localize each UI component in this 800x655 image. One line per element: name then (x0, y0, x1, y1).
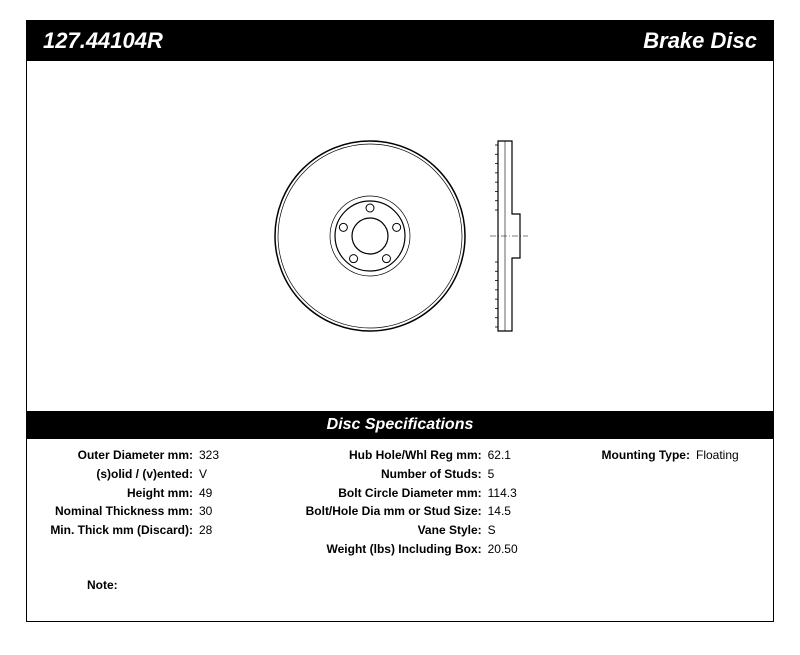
spec-value: S (486, 522, 496, 539)
spec-value: 30 (197, 503, 212, 520)
spec-value: 49 (197, 485, 212, 502)
spec-row: Vane Style:S (286, 522, 584, 539)
spec-value: 28 (197, 522, 212, 539)
spec-row: Min. Thick mm (Discard):28 (37, 522, 286, 539)
spec-label: Vane Style: (286, 522, 486, 539)
spec-row: Nominal Thickness mm:30 (37, 503, 286, 520)
disc-side-view (490, 136, 530, 336)
header-bar: 127.44104R Brake Disc (27, 21, 773, 61)
spec-row: Mounting Type:Floating (584, 447, 763, 464)
spec-label: Number of Studs: (286, 466, 486, 483)
spec-value: 323 (197, 447, 219, 464)
spec-row: Bolt/Hole Dia mm or Stud Size:14.5 (286, 503, 584, 520)
product-name: Brake Disc (643, 28, 757, 54)
spec-value: 5 (486, 466, 495, 483)
spec-value: 62.1 (486, 447, 511, 464)
spec-row: Outer Diameter mm:323 (37, 447, 286, 464)
note-row: Note: (27, 560, 773, 592)
spec-label: Outer Diameter mm: (37, 447, 197, 464)
spec-label: Mounting Type: (584, 447, 694, 464)
spec-label: (s)olid / (v)ented: (37, 466, 197, 483)
spec-row: Weight (lbs) Including Box:20.50 (286, 541, 584, 558)
spec-column-3: Mounting Type:Floating (584, 447, 763, 560)
spec-value: Floating (694, 447, 739, 464)
spec-header: Disc Specifications (27, 411, 773, 439)
spec-row: Number of Studs:5 (286, 466, 584, 483)
diagram-area (27, 61, 773, 411)
spec-row: (s)olid / (v)ented:V (37, 466, 286, 483)
spec-label: Bolt Circle Diameter mm: (286, 485, 486, 502)
spec-row: Bolt Circle Diameter mm:114.3 (286, 485, 584, 502)
spec-label: Bolt/Hole Dia mm or Stud Size: (286, 503, 486, 520)
spec-label: Hub Hole/Whl Reg mm: (286, 447, 486, 464)
note-label: Note: (87, 578, 118, 592)
spec-value: 14.5 (486, 503, 511, 520)
part-number: 127.44104R (43, 28, 163, 54)
spec-header-label: Disc Specifications (327, 416, 474, 434)
spec-label: Height mm: (37, 485, 197, 502)
spec-label: Weight (lbs) Including Box: (286, 541, 486, 558)
spec-label: Nominal Thickness mm: (37, 503, 197, 520)
spec-row: Height mm:49 (37, 485, 286, 502)
spec-column-2: Hub Hole/Whl Reg mm:62.1Number of Studs:… (286, 447, 584, 560)
spec-row: Hub Hole/Whl Reg mm:62.1 (286, 447, 584, 464)
spec-sheet-frame: 127.44104R Brake Disc Disc Specification… (26, 20, 774, 622)
spec-value: 20.50 (486, 541, 518, 558)
spec-value: V (197, 466, 207, 483)
spec-column-1: Outer Diameter mm:323(s)olid / (v)ented:… (37, 447, 286, 560)
spec-value: 114.3 (486, 485, 517, 502)
spec-table: Outer Diameter mm:323(s)olid / (v)ented:… (27, 439, 773, 560)
disc-front-view (270, 136, 470, 336)
spec-label: Min. Thick mm (Discard): (37, 522, 197, 539)
